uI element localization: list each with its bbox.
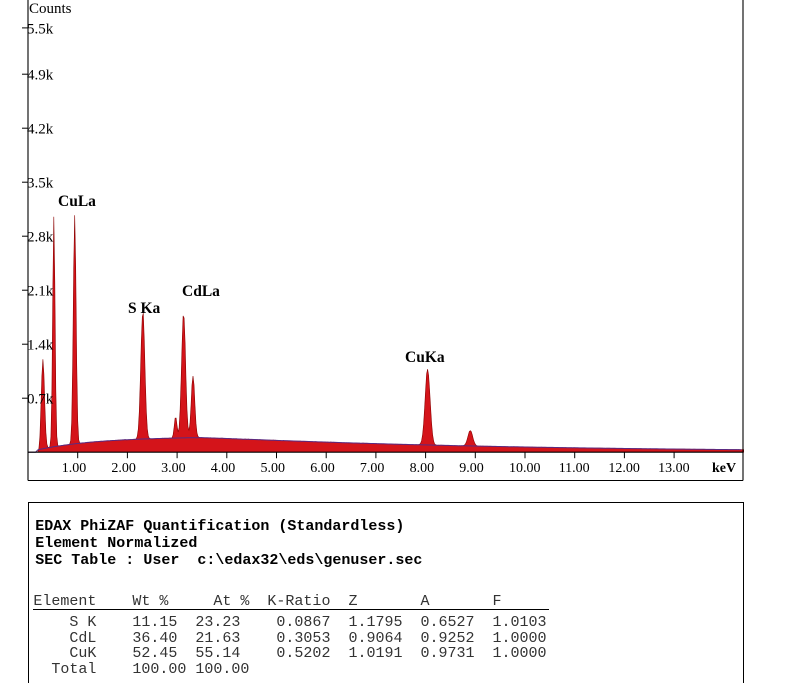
svg-text:11.00: 11.00 bbox=[559, 461, 590, 476]
svg-text:0.7k: 0.7k bbox=[27, 392, 54, 408]
svg-text:4.9k: 4.9k bbox=[27, 68, 54, 84]
svg-text:S Ka: S Ka bbox=[128, 300, 161, 317]
svg-text:keV: keV bbox=[712, 461, 736, 476]
svg-text:5.00: 5.00 bbox=[261, 461, 286, 476]
svg-text:6.00: 6.00 bbox=[310, 461, 335, 476]
svg-text:7.00: 7.00 bbox=[360, 461, 385, 476]
svg-text:8.00: 8.00 bbox=[410, 461, 435, 476]
svg-text:3.5k: 3.5k bbox=[27, 176, 54, 192]
svg-text:1.4k: 1.4k bbox=[27, 338, 54, 354]
svg-text:12.00: 12.00 bbox=[608, 461, 640, 476]
svg-text:2.8k: 2.8k bbox=[27, 230, 54, 246]
svg-text:2.1k: 2.1k bbox=[27, 284, 54, 300]
svg-text:CuKa: CuKa bbox=[405, 349, 445, 366]
svg-text:4.00: 4.00 bbox=[211, 461, 236, 476]
svg-text:13.00: 13.00 bbox=[658, 461, 690, 476]
svg-text:1.00: 1.00 bbox=[62, 461, 86, 476]
svg-text:3.00: 3.00 bbox=[161, 461, 186, 476]
svg-text:CuLa: CuLa bbox=[58, 193, 96, 210]
svg-text:4.2k: 4.2k bbox=[27, 122, 54, 138]
svg-text:CdLa: CdLa bbox=[182, 283, 220, 300]
svg-text:10.00: 10.00 bbox=[509, 461, 541, 476]
svg-text:9.00: 9.00 bbox=[459, 461, 484, 476]
svg-text:2.00: 2.00 bbox=[111, 461, 135, 476]
svg-text:5.5k: 5.5k bbox=[27, 21, 54, 37]
svg-text:Counts: Counts bbox=[29, 1, 72, 17]
